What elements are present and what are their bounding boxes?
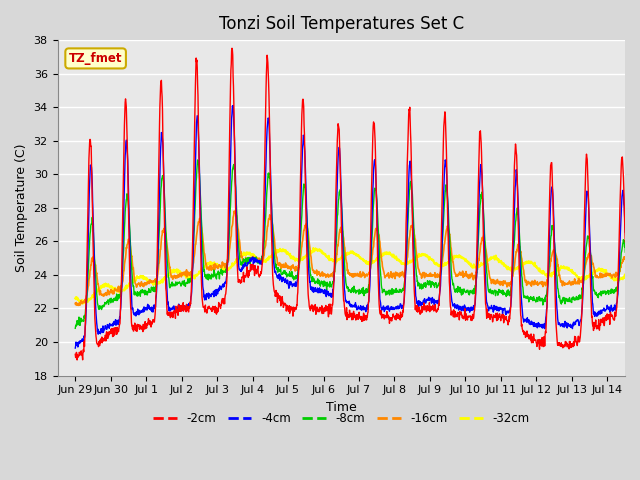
Title: Tonzi Soil Temperatures Set C: Tonzi Soil Temperatures Set C [219,15,464,33]
X-axis label: Time: Time [326,401,356,414]
Text: TZ_fmet: TZ_fmet [69,52,122,65]
Legend: -2cm, -4cm, -8cm, -16cm, -32cm: -2cm, -4cm, -8cm, -16cm, -32cm [148,408,534,430]
Y-axis label: Soil Temperature (C): Soil Temperature (C) [15,144,28,272]
